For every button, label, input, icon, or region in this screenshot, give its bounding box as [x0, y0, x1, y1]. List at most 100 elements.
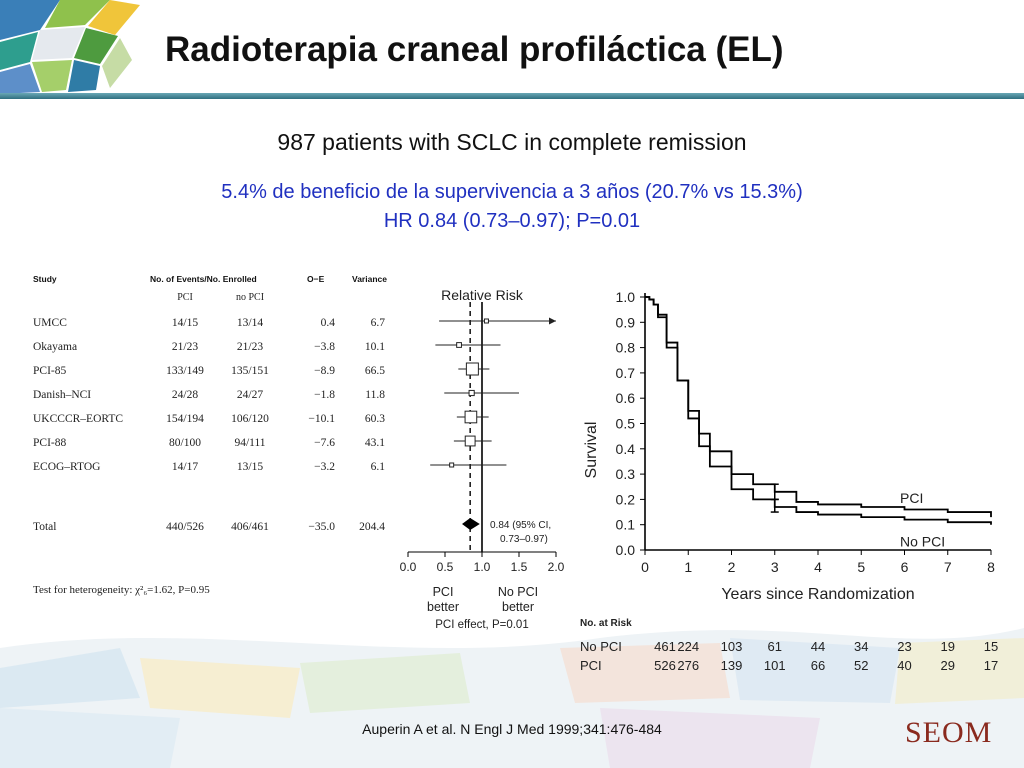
at-risk-value: 276 [677, 658, 699, 673]
km-y-tick-label: 0.7 [616, 365, 636, 381]
at-risk-value: 61 [768, 639, 782, 654]
forest-x-tick-label: 1.5 [511, 560, 528, 574]
km-x-tick-label: 2 [728, 559, 736, 575]
km-x-tick-label: 1 [684, 559, 692, 575]
table-cell-variance: 6.1 [371, 461, 386, 473]
table-total-pci: 440/526 [166, 521, 204, 533]
table-cell-no-pci: 106/120 [231, 413, 269, 425]
table-cell-no-pci: 13/15 [237, 461, 263, 473]
table-total-variance: 204.4 [359, 521, 385, 533]
table-subheader-pci: PCI [177, 292, 193, 303]
km-y-tick-label: 0.1 [616, 517, 636, 533]
hazard-ratio-statement: HR 0.84 (0.73–0.97); P=0.01 [383, 210, 641, 232]
table-cell-pci: 14/15 [172, 317, 198, 329]
km-y-tick-label: 0.9 [616, 314, 636, 330]
table-cell-oe: −7.6 [314, 437, 335, 449]
km-x-tick-label: 3 [771, 559, 779, 575]
forest-pooled-diamond [462, 518, 480, 530]
at-risk-value: 15 [984, 639, 998, 654]
forest-point [465, 362, 479, 376]
forest-point [456, 342, 462, 348]
forest-point [468, 389, 475, 397]
table-cell-variance: 66.5 [365, 365, 385, 377]
km-x-tick-label: 7 [944, 559, 952, 575]
benefit-statement: 5.4% de beneficio de la supervivencia a … [221, 181, 803, 203]
table-cell-pci: 80/100 [169, 437, 201, 449]
favor-right-line1: No PCI [498, 585, 538, 599]
table-cell-no-pci: 21/23 [237, 341, 263, 353]
forest-plot: Relative Risk 0.84 (95% CI, 0.73–0.97) 0.0… [400, 287, 565, 631]
table-cell-study: PCI-85 [33, 365, 66, 377]
forest-title: Relative Risk [441, 287, 524, 303]
table-cell-no-pci: 135/151 [231, 365, 269, 377]
table-cell-oe: −10.1 [308, 413, 335, 425]
at-risk-value: 526 [654, 658, 676, 673]
table-cell-study: ECOG–RTOG [33, 461, 100, 473]
forest-point [464, 435, 476, 447]
at-risk-value: 66 [811, 658, 825, 673]
table-cell-study: Okayama [33, 341, 77, 353]
citation: Auperin A et al. N Engl J Med 1999;341:4… [362, 721, 662, 737]
km-x-tick-label: 6 [901, 559, 909, 575]
table-total-oe: −35.0 [308, 521, 335, 533]
table-cell-oe: −8.9 [314, 365, 335, 377]
km-series-label-no-pci: No PCI [900, 534, 945, 550]
table-cell-study: UKCCCR–EORTC [33, 413, 123, 425]
subtitle: 987 patients with SCLC in complete remis… [277, 129, 747, 155]
table-cell-oe: 0.4 [321, 317, 336, 329]
km-line-pci [645, 296, 992, 518]
table-header-oe: O−E [307, 274, 325, 284]
table-header-study: Study [33, 274, 57, 284]
table-cell-no-pci: 24/27 [237, 389, 263, 401]
at-risk-value: 101 [764, 658, 786, 673]
at-risk-value: 40 [897, 658, 911, 673]
km-ylabel: Survival [583, 422, 600, 479]
table-cell-pci: 24/28 [172, 389, 198, 401]
table-cell-oe: −3.8 [314, 341, 335, 353]
table-total-no-pci: 406/461 [231, 521, 269, 533]
decorative-mosaic-bottom [0, 628, 1024, 768]
table-cell-pci: 21/23 [172, 341, 198, 353]
favor-right-line2: better [502, 600, 534, 614]
heterogeneity-test: Test for heterogeneity: χ²₆=1.62, P=0.95 [33, 584, 210, 596]
forest-pooled-label: 0.84 (95% CI, [490, 520, 551, 531]
km-line-no-pci [645, 296, 992, 525]
pci-effect-label: PCI effect, P=0.01 [435, 619, 528, 631]
km-y-tick-label: 0.4 [616, 441, 636, 457]
at-risk-value: 17 [984, 658, 998, 673]
study-table: Study No. of Events/No. Enrolled O−E Var… [33, 274, 387, 596]
km-y-tick-label: 0.5 [616, 416, 636, 432]
table-header-events: No. of Events/No. Enrolled [150, 274, 257, 284]
at-risk-pci-label: PCI [580, 658, 602, 673]
km-series-label-pci: PCI [900, 490, 923, 506]
km-x-tick-label: 5 [857, 559, 865, 575]
km-y-tick-label: 0.8 [616, 340, 636, 356]
seom-logo: SEOM [905, 716, 993, 749]
forest-x-tick-label: 1.0 [474, 560, 491, 574]
forest-x-tick-label: 0.0 [400, 560, 417, 574]
table-cell-study: UMCC [33, 317, 67, 329]
favor-left-line1: PCI [433, 585, 454, 599]
km-xlabel: Years since Randomization [721, 586, 914, 603]
at-risk-label: No. at Risk [580, 618, 632, 629]
forest-pooled-label: 0.73–0.97) [500, 534, 548, 545]
table-cell-pci: 133/149 [166, 365, 204, 377]
at-risk-value: 44 [811, 639, 825, 654]
at-risk-value: 52 [854, 658, 868, 673]
km-y-tick-label: 1.0 [616, 289, 636, 305]
table-cell-oe: −3.2 [314, 461, 335, 473]
table-cell-variance: 6.7 [371, 317, 386, 329]
at-risk-value: 103 [721, 639, 743, 654]
at-risk-value: 23 [897, 639, 911, 654]
table-cell-variance: 11.8 [365, 389, 385, 401]
km-y-tick-label: 0.6 [616, 390, 636, 406]
km-x-tick-label: 8 [987, 559, 995, 575]
favor-left-line2: better [427, 600, 459, 614]
forest-point [464, 410, 478, 424]
title-bar [0, 93, 1024, 99]
table-total-study: Total [33, 521, 56, 533]
table-subheader-no-pci: no PCI [236, 292, 264, 303]
at-risk-value: 34 [854, 639, 868, 654]
forest-x-tick-label: 0.5 [437, 560, 454, 574]
forest-ci-arrow [549, 317, 556, 325]
